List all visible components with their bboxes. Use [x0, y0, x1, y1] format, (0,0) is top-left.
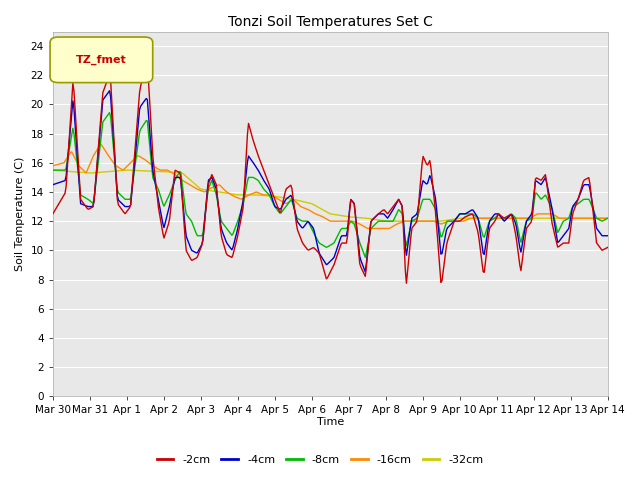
X-axis label: Time: Time [317, 417, 344, 427]
Y-axis label: Soil Temperature (C): Soil Temperature (C) [15, 156, 25, 271]
Text: TZ_fmet: TZ_fmet [76, 55, 127, 65]
Legend: -2cm, -4cm, -8cm, -16cm, -32cm: -2cm, -4cm, -8cm, -16cm, -32cm [152, 451, 488, 469]
Title: Tonzi Soil Temperatures Set C: Tonzi Soil Temperatures Set C [228, 15, 433, 29]
FancyBboxPatch shape [50, 37, 153, 83]
